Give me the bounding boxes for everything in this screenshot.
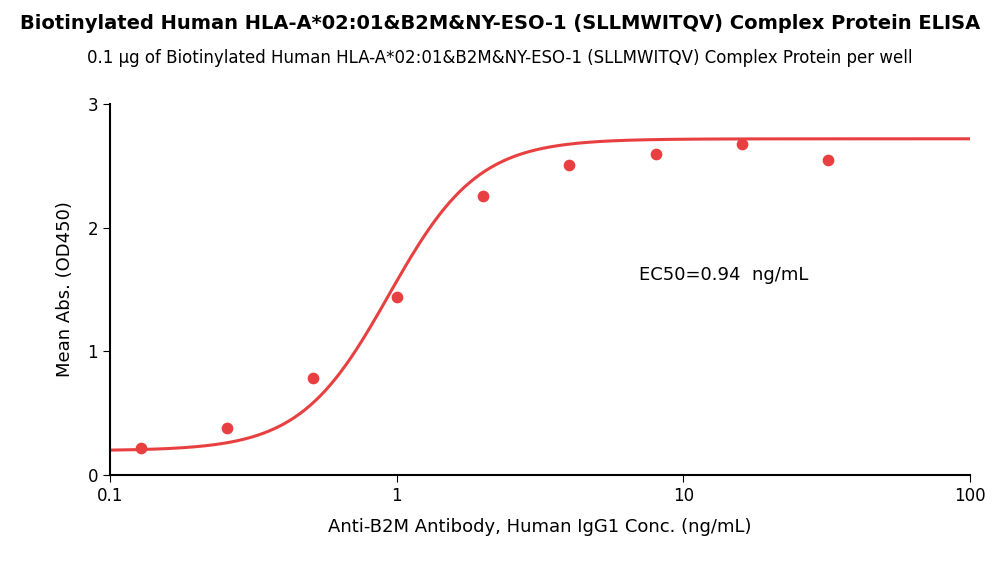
Point bbox=[820, 155, 836, 164]
Point bbox=[219, 423, 235, 433]
Point bbox=[305, 374, 321, 383]
Point bbox=[734, 139, 750, 148]
Point bbox=[389, 292, 405, 302]
Y-axis label: Mean Abs. (OD450): Mean Abs. (OD450) bbox=[56, 201, 74, 378]
Point bbox=[475, 191, 491, 200]
Text: EC50=0.94  ng/mL: EC50=0.94 ng/mL bbox=[639, 266, 808, 284]
Point bbox=[648, 149, 664, 158]
Point bbox=[561, 160, 577, 170]
X-axis label: Anti-B2M Antibody, Human IgG1 Conc. (ng/mL): Anti-B2M Antibody, Human IgG1 Conc. (ng/… bbox=[328, 518, 752, 537]
Text: 0.1 μg of Biotinylated Human HLA-A*02:01&B2M&NY-ESO-1 (SLLMWITQV) Complex Protei: 0.1 μg of Biotinylated Human HLA-A*02:01… bbox=[87, 49, 913, 67]
Point bbox=[133, 443, 149, 452]
Text: Biotinylated Human HLA-A*02:01&B2M&NY-ESO-1 (SLLMWITQV) Complex Protein ELISA: Biotinylated Human HLA-A*02:01&B2M&NY-ES… bbox=[20, 14, 980, 34]
